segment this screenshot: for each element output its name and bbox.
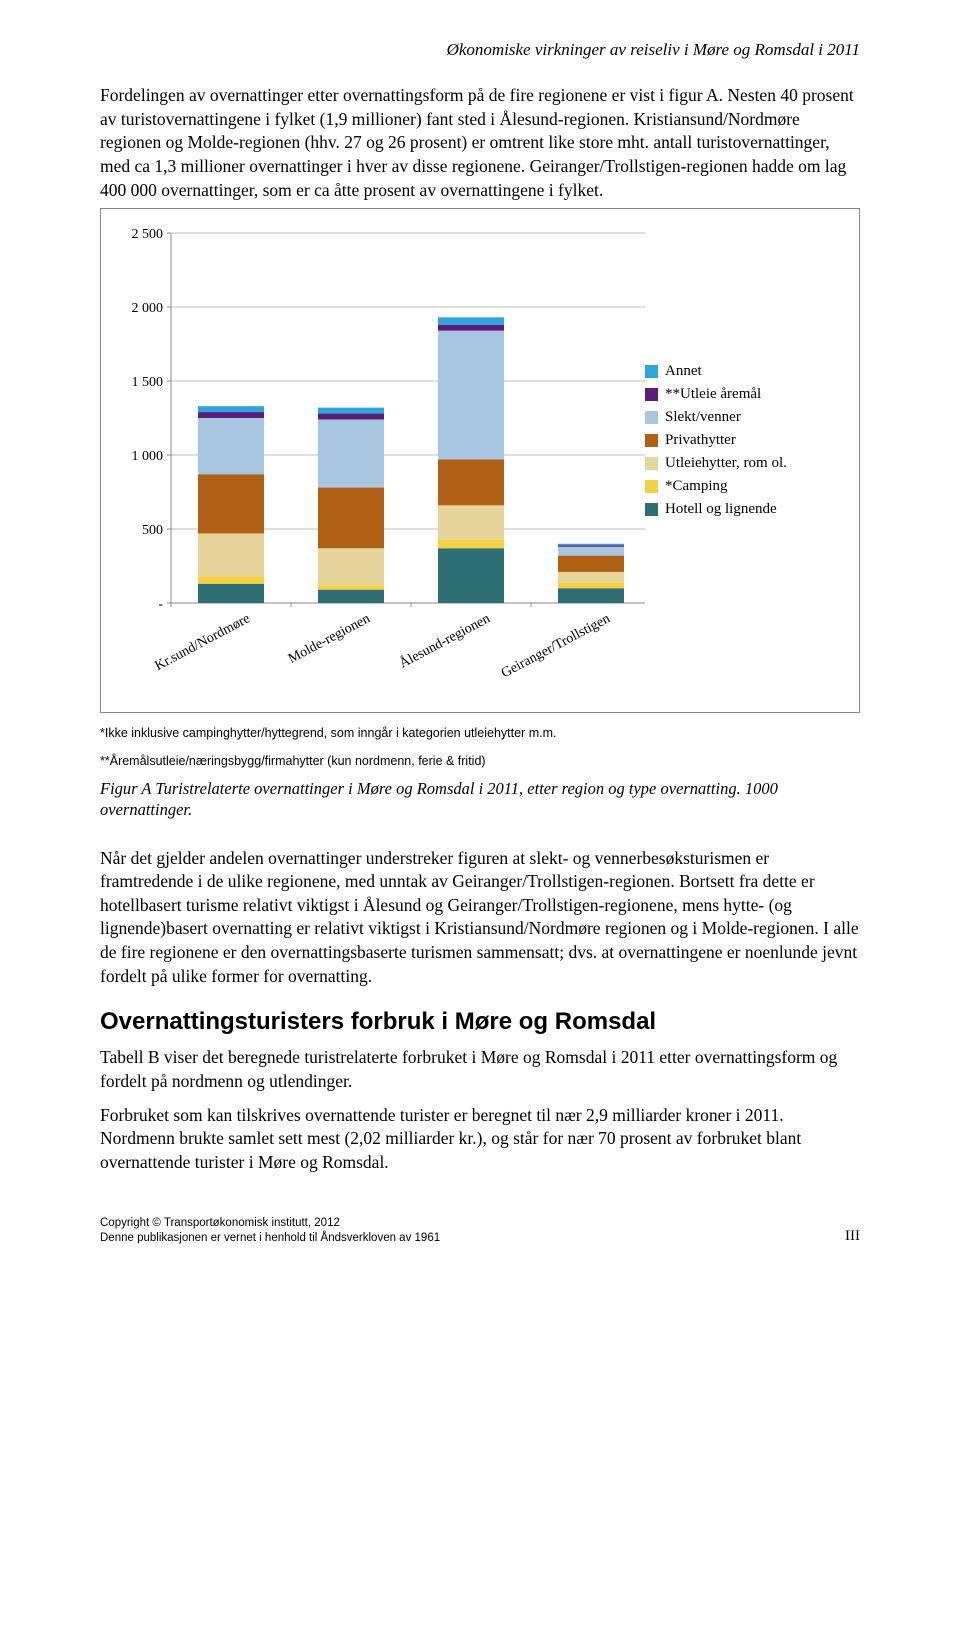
legend-label: Slekt/venner <box>665 409 741 426</box>
svg-text:Kr.sund/Nordmøre: Kr.sund/Nordmøre <box>153 611 253 674</box>
legend-swatch <box>645 480 658 493</box>
svg-text:2 000: 2 000 <box>132 301 164 316</box>
paragraph-1: Fordelingen av overnattinger etter overn… <box>100 84 860 202</box>
chart-plot-area: - 500 1 000 1 500 2 000 2 500 Kr.sund/Nordmøre… <box>115 223 645 698</box>
legend-swatch <box>645 434 658 447</box>
legend-label: Utleiehytter, rom ol. <box>665 455 787 472</box>
footer-legal: Denne publikasjonen er vernet i henhold … <box>100 1231 440 1246</box>
svg-text:Ålesund-regionen: Ålesund-regionen <box>397 611 493 672</box>
legend-item: Utleiehytter, rom ol. <box>645 455 845 472</box>
legend-item: Annet <box>645 363 845 380</box>
chart-legend: Annet **Utleie åremål Slekt/venner Privathy… <box>645 223 845 524</box>
svg-text:1 000: 1 000 <box>132 449 164 464</box>
legend-label: Hotell og lignende <box>665 501 777 518</box>
figure-a-chart: - 500 1 000 1 500 2 000 2 500 Kr.sund/Nordmøre… <box>100 208 860 713</box>
legend-swatch <box>645 388 658 401</box>
footer-left: Copyright © Transportøkonomisk institutt… <box>100 1216 440 1246</box>
legend-item: **Utleie åremål <box>645 386 845 403</box>
footer-copyright: Copyright © Transportøkonomisk institutt… <box>100 1216 440 1231</box>
paragraph-2: Når det gjelder andelen overnattinger un… <box>100 847 860 989</box>
legend-item: Slekt/venner <box>645 409 845 426</box>
legend-label: Privathytter <box>665 432 736 449</box>
legend-swatch <box>645 457 658 470</box>
legend-swatch <box>645 365 658 378</box>
running-header: Økonomiske virkninger av reiseliv i Møre… <box>100 40 860 60</box>
chart-footnote-2: **Åremålsutleie/næringsbygg/firmahytter … <box>100 753 860 769</box>
legend-swatch <box>645 503 658 516</box>
paragraph-4: Forbruket som kan tilskrives overnattend… <box>100 1104 860 1175</box>
svg-text:2 500: 2 500 <box>132 227 164 242</box>
svg-text:1 500: 1 500 <box>132 375 164 390</box>
svg-text:500: 500 <box>142 523 163 538</box>
svg-text:Geiranger/Trollstigen: Geiranger/Trollstigen <box>499 611 613 681</box>
paragraph-3: Tabell B viser det beregnede turistrelat… <box>100 1046 860 1093</box>
legend-item: Hotell og lignende <box>645 501 845 518</box>
footer-page-number: III <box>845 1227 860 1247</box>
section-heading: Overnattingsturisters forbruk i Møre og … <box>100 1008 860 1036</box>
page-footer: Copyright © Transportøkonomisk institutt… <box>100 1216 860 1246</box>
legend-label: **Utleie åremål <box>665 386 761 403</box>
legend-item: *Camping <box>645 478 845 495</box>
legend-label: Annet <box>665 363 702 380</box>
figure-a-caption: Figur A Turistrelaterte overnattinger i … <box>100 778 860 821</box>
svg-text:-: - <box>158 597 163 612</box>
legend-item: Privathytter <box>645 432 845 449</box>
svg-text:Molde-regionen: Molde-regionen <box>286 611 373 667</box>
chart-footnote-1: *Ikke inklusive campinghytter/hyttegrend… <box>100 725 860 741</box>
legend-swatch <box>645 411 658 424</box>
legend-label: *Camping <box>665 478 728 495</box>
